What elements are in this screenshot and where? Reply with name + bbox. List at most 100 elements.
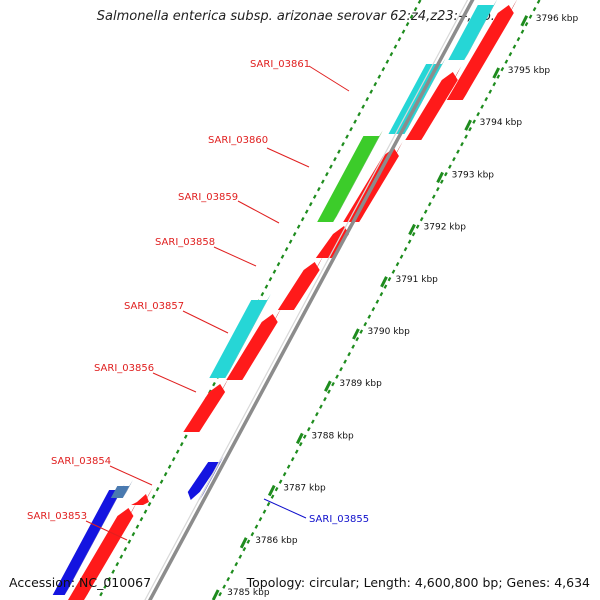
gene-label-sari-03860[interactable]: SARI_03860 <box>208 135 268 146</box>
cds-arrow-sari-03857[interactable] <box>277 256 324 310</box>
gene-label-sari-03861[interactable]: SARI_03861 <box>250 59 310 70</box>
track-dot <box>492 81 497 87</box>
track-dot <box>405 21 410 27</box>
track-dot <box>159 479 164 484</box>
bar-face <box>405 72 458 140</box>
track-dot <box>520 29 525 34</box>
cds-arrow-sari-03858[interactable] <box>315 220 353 258</box>
kbp-tick-label: 3788 kbp <box>311 431 354 441</box>
track-dot <box>407 239 412 244</box>
track-dot <box>292 231 297 237</box>
kbp-tick-mark <box>239 537 248 549</box>
track-dot <box>456 149 460 154</box>
track-dot <box>468 126 472 132</box>
bar-face <box>343 148 399 222</box>
track-dot <box>242 546 247 552</box>
track-dot <box>226 576 231 582</box>
backbone <box>144 0 475 600</box>
track-dot <box>262 509 267 514</box>
cds-arrow-sari-03856[interactable] <box>226 308 282 380</box>
track-dot <box>349 126 353 132</box>
track-dot <box>286 464 291 469</box>
track-dot <box>399 254 404 259</box>
kbp-tick-label: 3790 kbp <box>367 327 410 337</box>
blue-feature-sari-03853[interactable] <box>52 484 125 595</box>
genome-summary: Topology: circular; Length: 4,600,800 bp… <box>246 575 590 590</box>
track-dot <box>452 156 456 162</box>
track-dot <box>218 591 222 597</box>
track-dot <box>532 6 537 12</box>
track-dot <box>464 134 468 139</box>
track-dot <box>431 194 436 199</box>
track-dot <box>357 111 361 117</box>
leader-line <box>237 200 280 224</box>
track-dot <box>298 441 303 447</box>
track-dot <box>391 269 396 274</box>
track-dot <box>280 254 285 259</box>
rna-feature-sari-03857[interactable] <box>209 294 271 378</box>
bar-face <box>183 384 226 432</box>
kbp-tick-mark <box>295 432 304 445</box>
kbp-tick-label: 3791 kbp <box>395 275 438 285</box>
track-dot <box>435 186 440 192</box>
track-dot <box>270 494 275 499</box>
gene-label-sari-03853[interactable]: SARI_03853 <box>27 511 87 522</box>
bar-side <box>122 480 133 498</box>
track-dot <box>123 546 128 552</box>
feature-tracks <box>52 0 518 600</box>
track-dot <box>341 141 345 147</box>
bar-face <box>446 5 514 100</box>
track-dot <box>381 66 386 72</box>
gene-label-sari-03855[interactable]: SARI_03855 <box>309 514 369 525</box>
track-dot <box>99 591 103 597</box>
track-dot <box>254 524 259 529</box>
cds-arrow-sari-03860[interactable] <box>405 66 462 140</box>
cds-arrow-sari-03859[interactable] <box>343 142 403 222</box>
track-dot <box>276 261 281 267</box>
cds-arrow-sari-03854[interactable] <box>131 488 153 505</box>
track-dot <box>345 134 349 139</box>
track-dot <box>377 74 382 79</box>
rna-feature-top[interactable] <box>448 0 497 60</box>
leader-line <box>266 147 310 168</box>
gene-label-sari-03856[interactable]: SARI_03856 <box>94 363 154 374</box>
track-dot <box>119 554 124 559</box>
track-dot <box>175 449 180 454</box>
cds-arrow-sari-03853[interactable] <box>68 502 138 600</box>
track-dot <box>331 381 335 387</box>
track-dot <box>183 434 188 439</box>
track-dot <box>444 171 448 177</box>
bar-side <box>225 294 271 378</box>
steelblue-feature-sari-03854[interactable] <box>110 480 133 498</box>
track-dot <box>371 306 376 312</box>
cds-arrow-sari-03861[interactable] <box>446 0 518 100</box>
track-dot <box>484 96 489 102</box>
cds-arrow-sari-03855[interactable] <box>187 456 224 500</box>
track-dot <box>179 441 184 447</box>
track-dot <box>536 0 541 4</box>
track-dot <box>264 284 269 289</box>
cds-arrow-unlabeled[interactable] <box>183 378 229 432</box>
track-dot <box>212 381 216 387</box>
track-dot <box>296 224 301 229</box>
track-dot <box>373 81 378 87</box>
track-dot <box>268 276 273 282</box>
label-leader-lines <box>85 65 350 541</box>
gene-label-sari-03858[interactable]: SARI_03858 <box>155 237 215 248</box>
bar-face <box>317 136 380 222</box>
kbp-tick-mark <box>408 223 416 236</box>
track-dot <box>319 404 323 409</box>
gene-label-sari-03857[interactable]: SARI_03857 <box>124 301 184 312</box>
gene-label-sari-03859[interactable]: SARI_03859 <box>178 192 238 203</box>
bar-side <box>64 484 125 595</box>
track-dot <box>516 36 521 42</box>
gene-label-sari-03854[interactable]: SARI_03854 <box>51 456 111 467</box>
right-dot-track <box>218 0 541 597</box>
track-dot <box>401 29 406 34</box>
track-dot <box>528 14 533 19</box>
track-dot <box>329 164 333 169</box>
kbp-tick-mark <box>492 67 501 79</box>
bar-face <box>209 300 268 378</box>
green-feature-sari-03860[interactable] <box>317 130 383 222</box>
